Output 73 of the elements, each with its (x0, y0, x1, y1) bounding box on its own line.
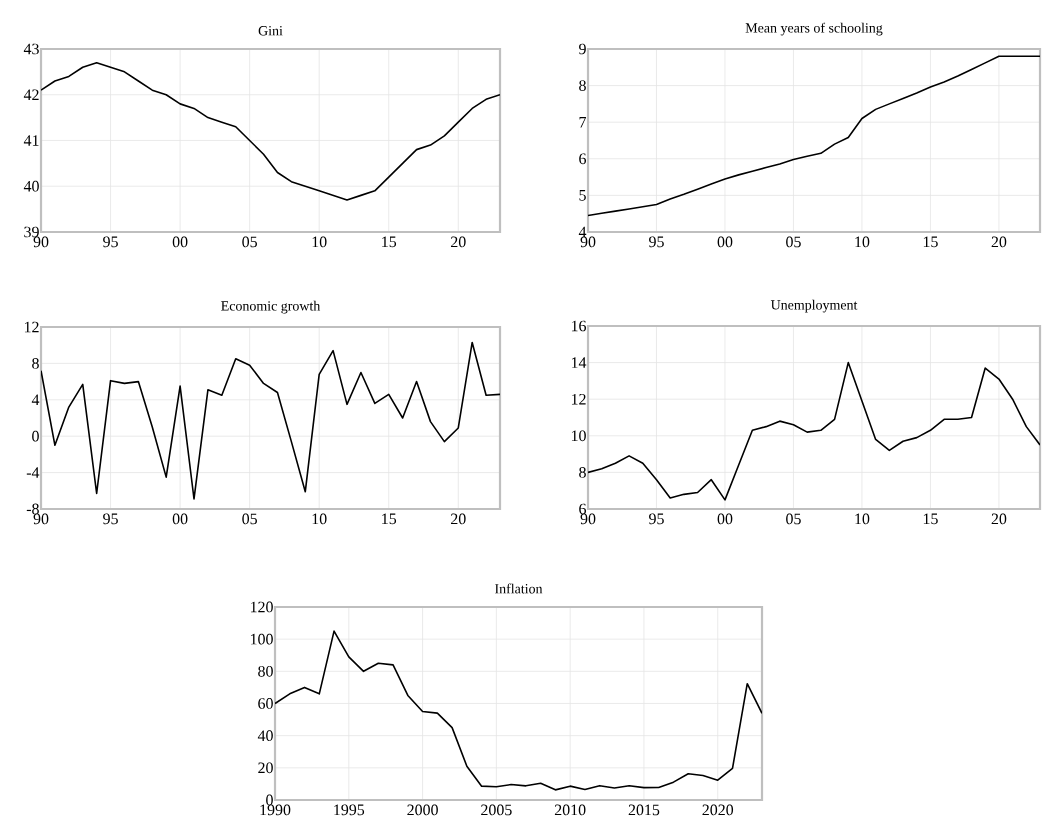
x-tick-label: 2010 (554, 804, 586, 816)
chart-title: Mean years of schooling (745, 22, 883, 36)
x-tick-label: 15 (382, 236, 397, 248)
y-tick-label: 120 (250, 601, 273, 613)
chart-title: Gini (258, 26, 283, 36)
x-tick-label: 10 (855, 236, 870, 248)
x-tick-label: 00 (172, 236, 188, 248)
x-tick-label: 2005 (481, 804, 512, 816)
y-tick-label: 40 (23, 180, 39, 192)
x-tick-label: 95 (649, 236, 664, 248)
x-tick-label: 20 (991, 513, 1007, 525)
y-tick-label: 7 (579, 116, 587, 128)
x-tick-label: 15 (382, 513, 397, 525)
y-tick-label: 20 (258, 762, 273, 774)
y-tick-label: 60 (258, 698, 273, 709)
y-tick-label: 12 (571, 393, 586, 405)
y-tick-label: 43 (23, 43, 39, 55)
x-tick-label: 15 (923, 236, 938, 248)
x-tick-label: 90 (580, 513, 596, 525)
x-tick-label: 1990 (260, 804, 291, 816)
x-tick-label: 00 (717, 236, 733, 248)
line-series (41, 341, 501, 500)
y-tick-label: 6 (579, 503, 587, 515)
chart-title: Economic growth (221, 300, 321, 314)
x-tick-label: 95 (103, 513, 118, 525)
y-tick-label: 0 (32, 430, 39, 442)
y-tick-label: 0 (266, 794, 273, 806)
x-tick-label: 05 (242, 236, 257, 248)
chart-title: Unemployment (770, 299, 858, 313)
y-tick-label: 12 (24, 321, 39, 333)
line-series (588, 361, 1041, 501)
y-tick-label: 40 (257, 730, 273, 742)
x-tick-label: 05 (242, 513, 257, 525)
x-tick-label: 10 (312, 236, 327, 248)
y-tick-label: 5 (579, 190, 586, 201)
y-tick-label: -8 (26, 503, 39, 515)
x-tick-label: 2015 (628, 804, 660, 816)
x-tick-label: 10 (312, 513, 327, 525)
y-tick-label: 4 (578, 226, 587, 238)
x-tick-label: 20 (991, 236, 1007, 248)
y-tick-label: 41 (23, 135, 39, 146)
x-tick-label: 90 (33, 236, 49, 248)
y-tick-label: 9 (579, 43, 586, 55)
x-tick-label: 90 (33, 513, 49, 525)
x-tick-label: 10 (855, 513, 870, 525)
x-tick-label: 05 (786, 236, 801, 248)
y-tick-label: 14 (571, 357, 587, 368)
x-tick-label: 2000 (407, 804, 438, 816)
x-tick-label: 00 (717, 513, 733, 525)
x-tick-label: 15 (923, 513, 938, 525)
y-tick-label: 10 (571, 430, 586, 442)
x-tick-label: 95 (103, 236, 118, 248)
y-tick-label: 4 (31, 394, 40, 406)
y-tick-label: 8 (579, 80, 586, 91)
x-tick-label: 00 (172, 513, 188, 525)
y-tick-label: -4 (26, 467, 40, 478)
x-tick-label: 20 (451, 513, 466, 525)
x-tick-label: 20 (451, 236, 466, 248)
y-tick-label: 100 (250, 633, 273, 645)
line-series (275, 630, 763, 791)
y-tick-label: 8 (579, 467, 586, 478)
y-tick-label: 6 (579, 153, 587, 165)
y-tick-label: 80 (258, 665, 273, 677)
x-tick-label: 95 (649, 513, 664, 525)
x-tick-label: 05 (786, 513, 801, 525)
x-tick-label: 90 (580, 236, 596, 248)
y-tick-label: 42 (23, 89, 39, 101)
x-tick-label: 1995 (334, 804, 365, 816)
y-tick-label: 8 (32, 358, 39, 369)
chart-title: Inflation (495, 583, 543, 594)
x-tick-label: 2020 (702, 804, 734, 816)
y-tick-label: 16 (571, 320, 587, 332)
y-tick-label: 39 (24, 226, 39, 238)
